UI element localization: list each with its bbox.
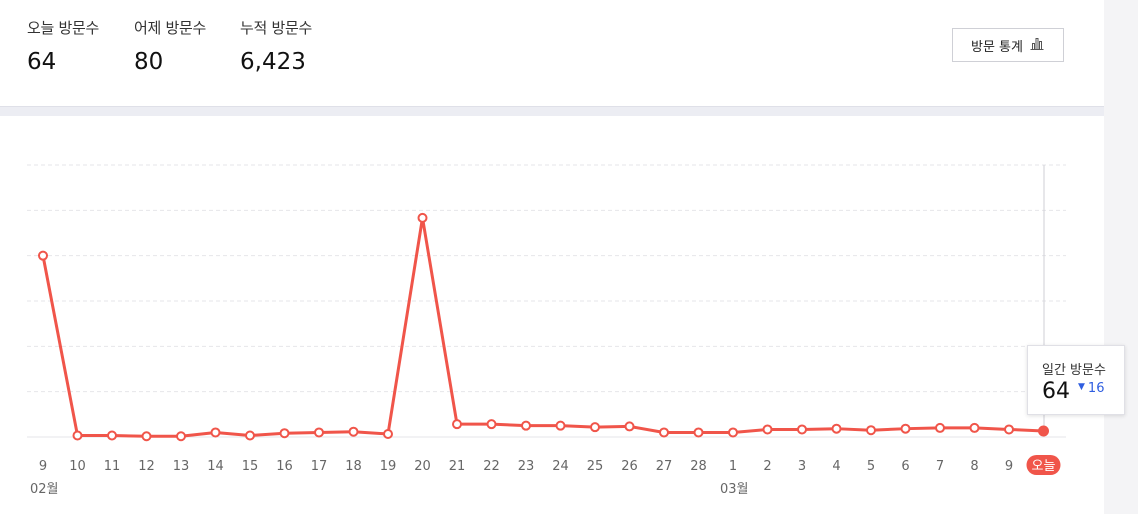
- x-tick-label: 2: [763, 459, 771, 474]
- x-tick-label: 11: [104, 459, 121, 474]
- x-tick-label: 7: [936, 459, 944, 474]
- stat-yesterday-label: 어제 방문수: [134, 19, 206, 37]
- x-tick-label: 27: [656, 459, 673, 474]
- x-tick-label: 10: [69, 459, 86, 474]
- tooltip-label: 일간 방문수: [1042, 363, 1106, 378]
- scrollbar-track[interactable]: [1104, 0, 1138, 514]
- data-point: [624, 421, 635, 432]
- visit-chart-panel: [0, 116, 1104, 514]
- data-point: [969, 422, 980, 433]
- data-point: [417, 212, 428, 223]
- data-point-today: [1038, 425, 1049, 437]
- x-tick-label: 1: [729, 459, 737, 474]
- data-point: [279, 428, 290, 439]
- data-point: [935, 422, 945, 433]
- data-point: [659, 427, 669, 438]
- stat-total-value: 6,423: [240, 49, 306, 75]
- x-tick-label: 4: [832, 459, 840, 474]
- data-point: [1004, 424, 1014, 435]
- bar-chart-icon: [1029, 36, 1045, 54]
- data-point: [107, 430, 117, 441]
- x-tick-label: 18: [345, 459, 362, 474]
- data-point: [245, 430, 255, 441]
- stat-today-label: 오늘 방문수: [27, 19, 99, 37]
- data-point: [521, 420, 531, 431]
- x-tick-label: 17: [311, 459, 328, 474]
- data-point: [314, 427, 324, 438]
- x-tick-label: 23: [518, 459, 535, 474]
- data-point: [693, 427, 704, 438]
- data-point: [762, 424, 773, 435]
- data-point: [141, 431, 152, 442]
- stat-today-value: 64: [27, 49, 57, 75]
- data-point: [383, 428, 393, 439]
- stat-today: 오늘 방문수 64: [27, 17, 99, 75]
- x-tick-label: 16: [276, 459, 293, 474]
- data-point: [38, 250, 48, 261]
- x-tick-label: 28: [690, 459, 707, 474]
- data-point: [210, 427, 221, 438]
- stat-yesterday: 어제 방문수 80: [134, 17, 206, 75]
- x-tick-label: 6: [901, 459, 909, 474]
- x-tick-label: 25: [587, 459, 604, 474]
- x-tick-label: 26: [621, 459, 638, 474]
- data-point: [348, 426, 359, 437]
- month-label: 02월: [30, 482, 59, 497]
- visit-stats-panel: 오늘 방문수 64 어제 방문수 80 누적 방문수 6,423 방문 통계: [0, 0, 1104, 107]
- data-point: [590, 422, 600, 433]
- x-tick-label: 13: [173, 459, 190, 474]
- stat-yesterday-value: 80: [134, 49, 164, 75]
- data-point: [486, 419, 497, 430]
- data-point: [555, 420, 566, 431]
- data-point: [176, 431, 186, 442]
- x-tick-label-today: 오늘: [1032, 459, 1056, 474]
- daily-visits-tooltip: 일간 방문수 64 ▼ 16: [1027, 345, 1125, 415]
- stat-total-label: 누적 방문수: [240, 19, 312, 37]
- x-tick-label: 5: [867, 459, 875, 474]
- x-tick-label: 20: [414, 459, 431, 474]
- tooltip-change-value: 16: [1087, 381, 1105, 396]
- data-point: [452, 419, 462, 430]
- x-tick-label: 3: [798, 459, 806, 474]
- x-tick-label: 9: [39, 459, 47, 474]
- tooltip-change: ▼ 16: [1078, 381, 1104, 396]
- data-point: [797, 424, 807, 435]
- data-point: [900, 423, 911, 434]
- x-tick-label: 22: [483, 459, 500, 474]
- stat-total: 누적 방문수 6,423: [240, 17, 312, 75]
- x-tick-label: 8: [970, 459, 978, 474]
- x-tick-label: 14: [207, 459, 224, 474]
- caret-down-icon: ▼: [1078, 382, 1085, 392]
- x-tick-label: 19: [380, 459, 397, 474]
- visit-stats-button-label: 방문 통계: [971, 39, 1023, 55]
- visit-line-chart: 9 10 11 12 13 14 15 16 17 18 19 20 21 22 23 24 25 26 27 28 1…: [27, 164, 1066, 497]
- tooltip-value: 64: [1042, 379, 1070, 404]
- month-label: 03월: [720, 482, 749, 497]
- data-point: [831, 423, 842, 434]
- x-tick-label: 12: [138, 459, 155, 474]
- x-tick-label: 9: [1005, 459, 1013, 474]
- visit-stats-button[interactable]: 방문 통계: [952, 28, 1064, 62]
- series-line: [41, 216, 1044, 438]
- x-tick-label: 15: [242, 459, 259, 474]
- x-tick-label: 21: [449, 459, 466, 474]
- x-tick-label: 24: [552, 459, 569, 474]
- data-point: [866, 425, 876, 436]
- today-badge: [1026, 455, 1061, 475]
- data-point: [728, 427, 738, 438]
- data-point: [72, 430, 83, 441]
